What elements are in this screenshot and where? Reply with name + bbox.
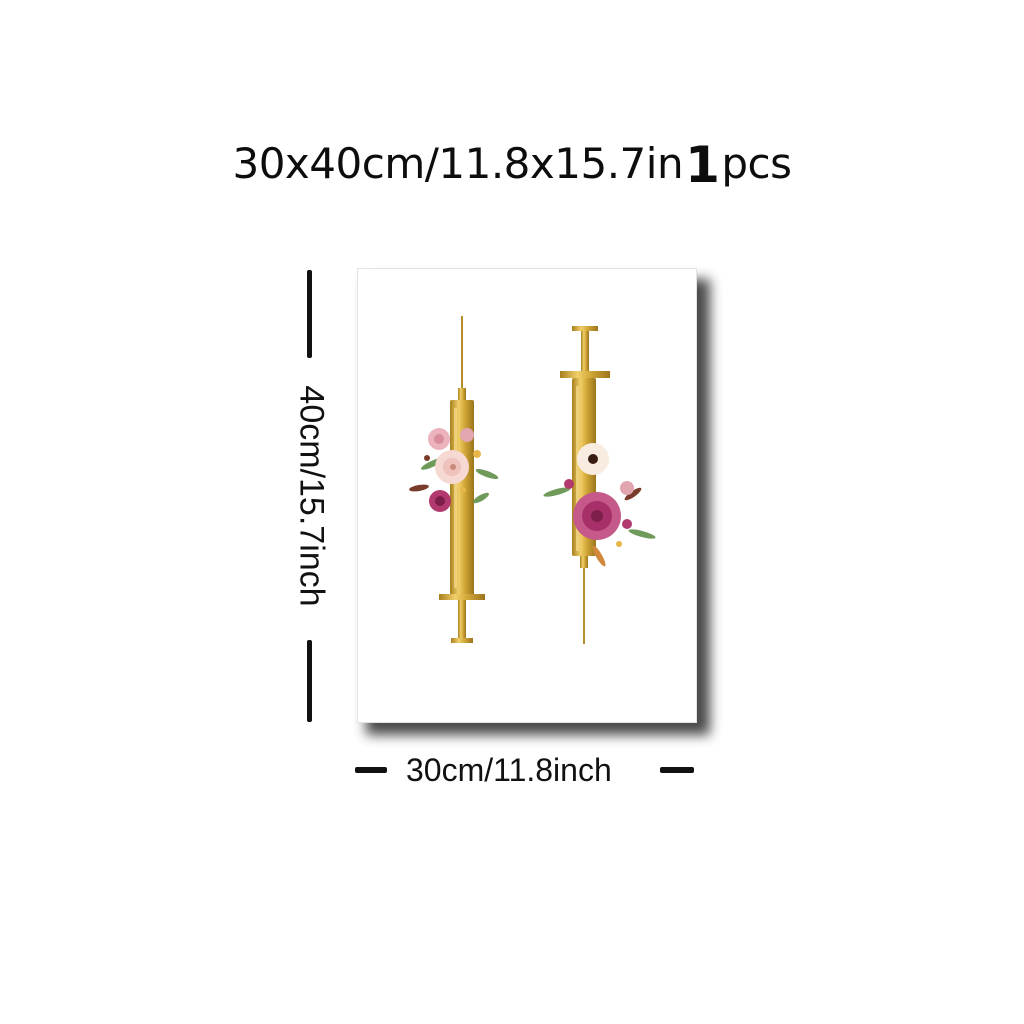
width-indicator-left — [355, 767, 387, 773]
width-indicator-right — [660, 767, 694, 773]
left-flowers — [409, 428, 499, 512]
height-indicator-bottom — [307, 640, 312, 722]
right-flowers — [543, 443, 656, 567]
syringe-artwork — [409, 316, 656, 644]
product-size-title: 30x40cm/11.8x15.7in1pcs — [0, 138, 1024, 191]
quantity-number: 1 — [685, 136, 720, 194]
quantity-unit: pcs — [721, 139, 792, 188]
left-syringe — [439, 316, 485, 643]
size-text: 30x40cm/11.8x15.7in — [232, 139, 684, 188]
width-label: 30cm/11.8inch — [406, 752, 612, 788]
height-label: 40cm/15.7inch — [292, 385, 331, 607]
canvas-print — [357, 268, 697, 723]
height-indicator-top — [307, 270, 312, 358]
